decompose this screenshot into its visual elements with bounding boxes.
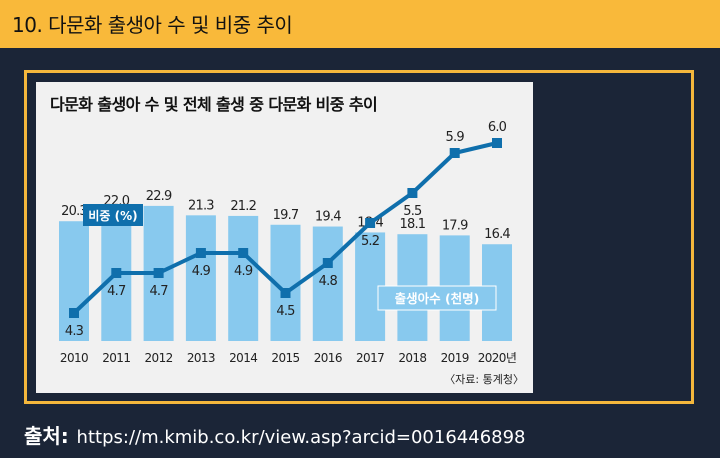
bar	[312, 226, 343, 341]
x-tick-label: 2020년	[478, 351, 517, 365]
bar	[228, 215, 259, 341]
line-point	[280, 288, 291, 298]
bar	[59, 221, 89, 341]
line-point	[238, 248, 249, 258]
line-point	[449, 148, 460, 158]
footer-source: 출처: https://m.kmib.co.kr/view.asp?arcid=…	[24, 420, 526, 449]
chart-svg: 다문화 출생아 수 및 전체 출생 중 다문화 비중 추이 20.322.0 22…	[50, 95, 524, 386]
legend-ratio: 비중 (%)	[83, 204, 143, 226]
bar-value-label: 22.9	[146, 189, 172, 204]
line-point	[365, 218, 376, 228]
x-tick-label: 2018	[398, 351, 426, 365]
line-value-label: 6.0	[488, 120, 507, 135]
line-value-label: 4.3	[65, 324, 84, 339]
x-tick-label: 2017	[356, 351, 384, 365]
x-tick-label: 2014	[229, 351, 257, 365]
line-value-label: 4.9	[192, 264, 211, 279]
line-value-label: 4.5	[276, 304, 295, 319]
line-value-label: 4.8	[319, 274, 338, 289]
page-title: 10. 다문화 출생아 수 및 비중 추이	[12, 13, 293, 37]
bar-value-label: 21.3	[188, 198, 214, 213]
line-point	[69, 308, 79, 318]
line-series	[69, 138, 502, 318]
bar-value-label: 19.4	[315, 210, 341, 225]
bar-value-label: 17.9	[442, 218, 468, 233]
chart-frame	[24, 70, 694, 404]
line-value-label: 5.5	[403, 204, 422, 219]
line-point	[111, 268, 122, 278]
x-tick-label: 2015	[271, 351, 299, 365]
line-point	[153, 268, 164, 278]
chart-title: 다문화 출생아 수 및 전체 출생 중 다문화 비중 추이	[50, 95, 377, 114]
source-note: 〈자료: 통계청〉	[444, 373, 524, 386]
line-value-labels: 4.3 4.7 4.7 4.9 4.9 4.5 4.8 5.2 5.5 5.9 6.0	[65, 120, 508, 339]
legend-births: 출생아수 (천명)	[377, 285, 497, 311]
x-tick-label: 2010	[60, 351, 88, 365]
x-tick-label: 2019	[441, 351, 469, 365]
bar-value-label: 20.3	[61, 204, 87, 219]
line-point	[492, 138, 502, 148]
x-tick-label: 2013	[187, 351, 215, 365]
bar-value-label: 18.1	[400, 217, 426, 232]
legend-births-label: 출생아수 (천명)	[395, 291, 480, 306]
footer-url: https://m.kmib.co.kr/view.asp?arcid=0016…	[76, 427, 526, 448]
line-value-label: 5.2	[361, 234, 379, 249]
x-tick-label: 2016	[314, 351, 342, 365]
legend-births-box	[377, 285, 497, 311]
legend-ratio-box	[83, 204, 143, 226]
line-point	[195, 248, 206, 258]
line-value-label: 4.7	[149, 284, 168, 299]
bar-value-label: 16.4	[484, 227, 510, 242]
x-axis-ticks: 2010 2011 2012 2013 2014 2015 2016 2017 2018 2019…	[60, 351, 517, 365]
chart-card: 다문화 출생아 수 및 전체 출생 중 다문화 비중 추이 20.3 22.0 22…	[36, 82, 533, 393]
line-value-label: 5.9	[446, 130, 465, 145]
bar	[185, 215, 216, 341]
line-value-label: 4.9	[234, 264, 253, 279]
header-bar: 10. 다문화 출생아 수 및 비중 추이	[0, 0, 720, 48]
bar-value-label: 21.2	[230, 199, 256, 214]
legend-ratio-label: 비중 (%)	[88, 208, 137, 223]
footer-label: 출처:	[24, 424, 69, 448]
x-tick-label: 2012	[145, 351, 173, 365]
line-value-label: 4.7	[107, 284, 126, 299]
line-point	[407, 188, 418, 198]
bar-value-label: 19.7	[273, 208, 299, 223]
line-point	[322, 258, 333, 268]
x-tick-label: 2011	[102, 351, 130, 365]
